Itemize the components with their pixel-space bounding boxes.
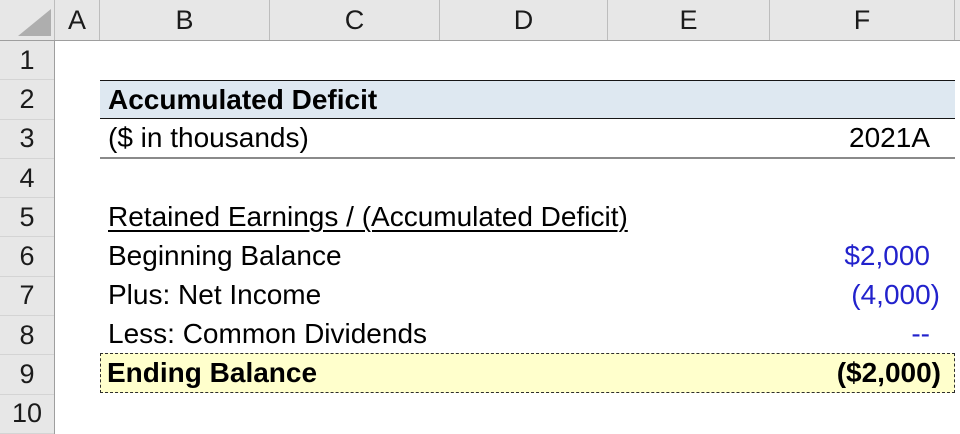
row-header-5[interactable]: 5: [0, 198, 54, 238]
row-beginning-balance: Beginning Balance $2,000: [100, 236, 955, 275]
row-header-3[interactable]: 3: [0, 120, 54, 159]
cell-schedule-title[interactable]: Accumulated Deficit: [100, 80, 955, 119]
cell-ending-balance-value[interactable]: ($2,000): [836, 357, 941, 388]
row-units-period: ($ in thousands) 2021A: [100, 120, 955, 159]
cell-common-dividends-value[interactable]: --: [911, 318, 930, 349]
row-header-2[interactable]: 2: [0, 80, 54, 120]
column-header-e[interactable]: E: [608, 0, 770, 40]
column-header-b[interactable]: B: [100, 0, 270, 40]
cell-units-label[interactable]: ($ in thousands): [108, 122, 309, 153]
select-all-triangle-icon: [18, 9, 51, 36]
column-header-c[interactable]: C: [270, 0, 440, 40]
row-common-dividends: Less: Common Dividends --: [100, 315, 955, 354]
column-header-row: A B C D E F: [0, 0, 960, 41]
row-net-income: Plus: Net Income (4,000): [100, 276, 955, 315]
cell-section-header[interactable]: Retained Earnings / (Accumulated Deficit…: [100, 197, 955, 236]
column-header-d[interactable]: D: [440, 0, 608, 40]
cell-beginning-balance-label[interactable]: Beginning Balance: [108, 239, 342, 271]
row-header-7[interactable]: 7: [0, 277, 54, 317]
section-header-text: Retained Earnings / (Accumulated Deficit…: [108, 200, 628, 232]
column-header-a[interactable]: A: [55, 0, 100, 40]
row-header-8[interactable]: 8: [0, 316, 54, 356]
select-all-corner[interactable]: [0, 0, 55, 40]
row-ending-balance: Ending Balance ($2,000): [100, 353, 955, 393]
row-header-4[interactable]: 4: [0, 159, 54, 199]
column-header-f[interactable]: F: [770, 0, 955, 40]
row-header-column: 1 2 3 4 5 6 7 8 9 10: [0, 41, 55, 434]
cell-beginning-balance-value[interactable]: $2,000: [844, 239, 930, 271]
cell-period-header[interactable]: 2021A: [849, 122, 930, 153]
schedule-title-text: Accumulated Deficit: [108, 83, 378, 115]
cell-net-income-label[interactable]: Plus: Net Income: [108, 279, 322, 310]
row-header-10[interactable]: 10: [0, 395, 54, 434]
column-header-filler: [955, 0, 960, 40]
cell-ending-balance-label[interactable]: Ending Balance: [107, 357, 318, 388]
cell-net-income-value[interactable]: (4,000): [851, 279, 940, 310]
row-header-1[interactable]: 1: [0, 41, 54, 81]
cell-common-dividends-label[interactable]: Less: Common Dividends: [108, 318, 428, 349]
row-header-9[interactable]: 9: [0, 355, 54, 395]
row-header-6[interactable]: 6: [0, 237, 54, 277]
